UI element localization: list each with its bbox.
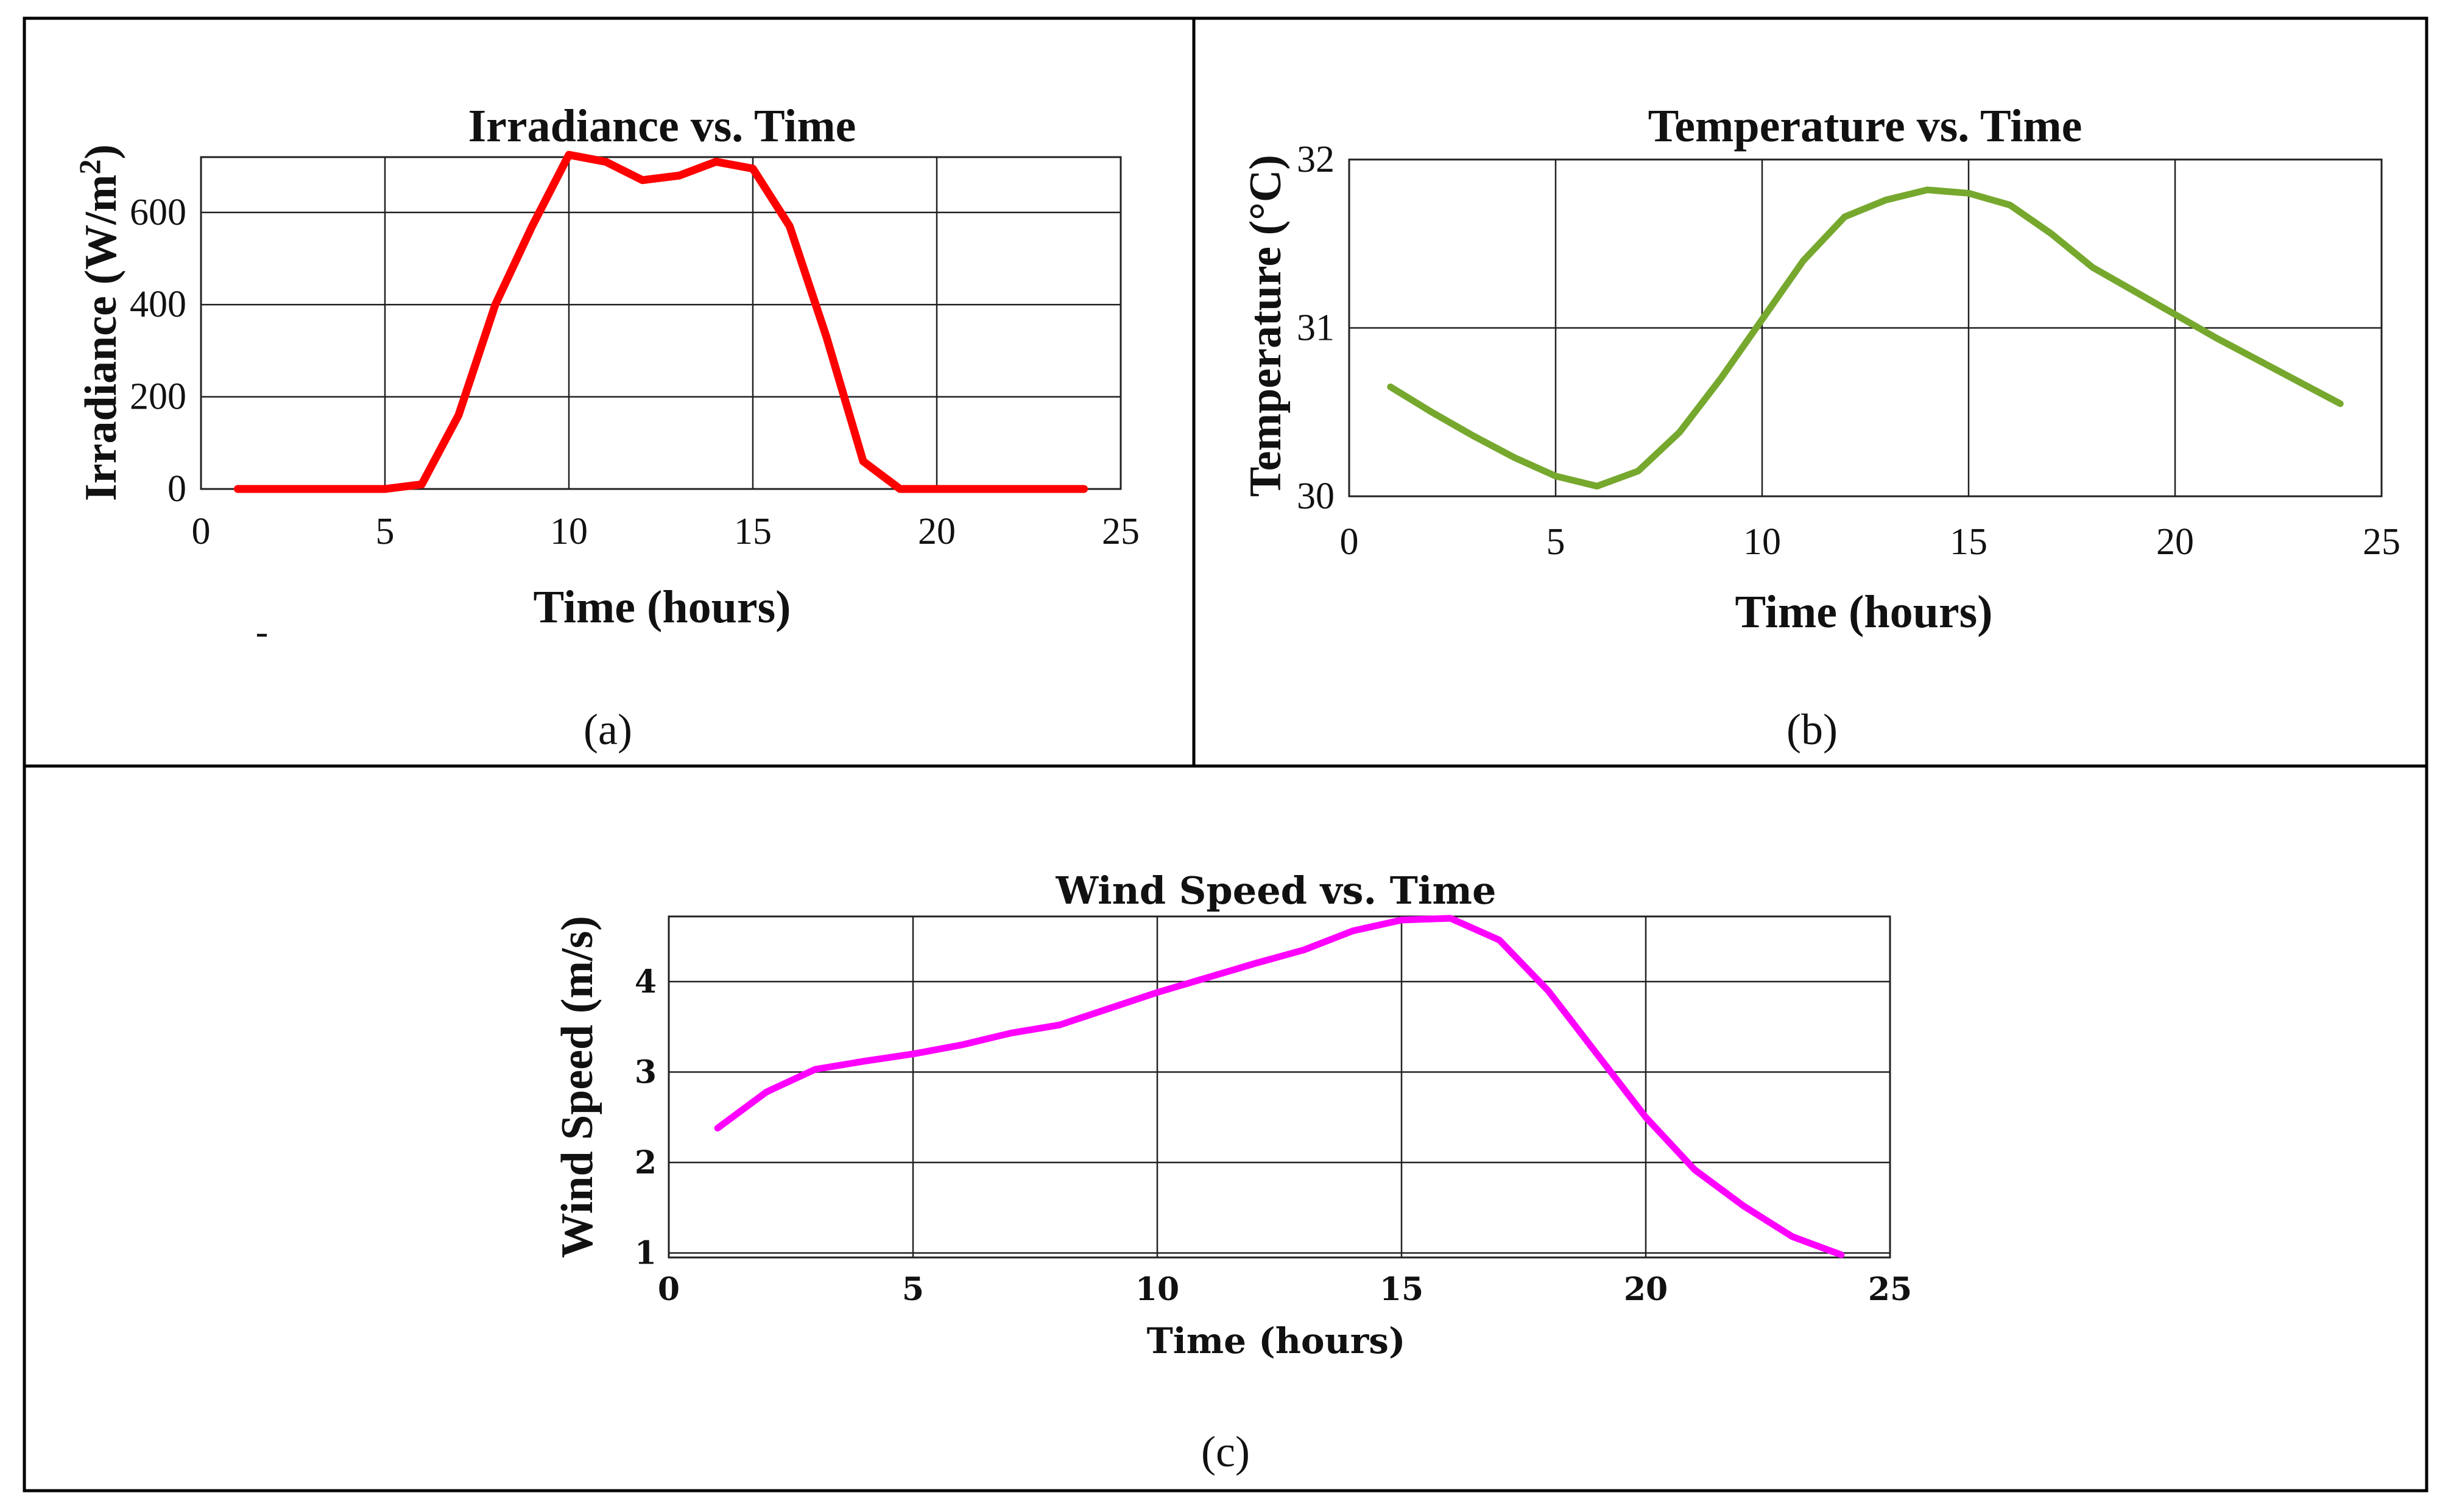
chart-c-xtick-label: 20 [1624, 1271, 1668, 1308]
chart-a-caption: (a) [584, 705, 632, 754]
wind-speed-chart: Wind Speed vs. Time 0 5 10 15 20 25 1 2 3 4 Time … [552, 868, 1912, 1476]
chart-a-xlabel: Time (hours) [534, 582, 791, 633]
chart-c-xtick-label: 0 [658, 1271, 680, 1308]
chart-a-ticks: 0 5 10 15 20 25 0 200 400 600 [130, 192, 1140, 552]
chart-b-xlabel: Time (hours) [1735, 586, 1993, 638]
chart-b-xtick-label: 15 [1950, 521, 1987, 563]
chart-b-ytick-label: 32 [1297, 139, 1335, 180]
chart-c-xtick-label: 15 [1380, 1271, 1423, 1308]
chart-c-ytick-label: 4 [635, 963, 657, 1000]
chart-c-ytick-label: 2 [635, 1144, 657, 1181]
chart-c-xtick-label: 5 [902, 1271, 924, 1308]
chart-a-title: Irradiance vs. Time [468, 100, 856, 152]
chart-a-xtick-label: 10 [550, 511, 588, 552]
chart-a-xtick-label: 25 [1102, 511, 1140, 552]
figure-outer-border [23, 16, 2428, 1493]
chart-b-xtick-label: 25 [2363, 521, 2400, 563]
chart-b-ytick-label: 30 [1297, 476, 1335, 517]
chart-c-ytick-label: 3 [635, 1053, 657, 1091]
chart-c-xtick-label: 25 [1868, 1271, 1912, 1308]
chart-a-xtick-label: 5 [376, 511, 395, 552]
chart-a-ytick-label: 400 [130, 284, 186, 325]
chart-c-gridlines [668, 916, 1891, 1257]
chart-a-stray-mark: - [256, 611, 269, 653]
chart-a-ytick-label: 0 [168, 468, 186, 510]
chart-c-title: Wind Speed vs. Time [1056, 868, 1497, 913]
chart-c-series-line [714, 915, 1845, 1258]
chart-a-ytick-label: 600 [130, 192, 186, 233]
chart-a-ytick-label: 200 [130, 376, 186, 418]
chart-c-ticks: 0 5 10 15 20 25 1 2 3 4 [635, 963, 1912, 1308]
chart-b-xtick-label: 20 [2156, 521, 2194, 563]
chart-c-ylabel: Wind Speed (m/s) [552, 916, 602, 1258]
chart-a-series [233, 150, 1088, 493]
chart-a-xtick-label: 0 [192, 511, 211, 552]
chart-a-plot-frame [200, 156, 1122, 490]
chart-b-xtick-label: 10 [1743, 521, 1781, 563]
chart-c-caption: (c) [1201, 1427, 1250, 1476]
chart-a-series-line [233, 150, 1088, 493]
chart-b-series [1387, 186, 2344, 490]
chart-b-ylabel: Temperature (°C) [1241, 155, 1291, 497]
chart-c-xlabel: Time (hours) [1147, 1320, 1406, 1362]
chart-b-ytick-label: 31 [1297, 308, 1335, 349]
chart-c-ytick-label: 1 [635, 1235, 657, 1272]
chart-b-series-line [1387, 186, 2344, 490]
chart-b-xtick-label: 5 [1546, 521, 1565, 563]
irradiance-chart: Irradiance vs. Time 0 5 10 15 20 25 0 200 400 600… [72, 100, 1140, 754]
chart-b-ticks: 0 5 10 15 20 25 30 31 32 [1297, 139, 2400, 563]
chart-b-title: Temperature vs. Time [1648, 100, 2082, 152]
chart-a-gridlines [200, 157, 1122, 490]
chart-a-ylabel: Irradiance (W/m2) [72, 144, 126, 501]
chart-b-xtick-label: 0 [1340, 521, 1359, 563]
chart-c-series [714, 915, 1845, 1258]
chart-a-xtick-label: 15 [734, 511, 772, 552]
chart-b-caption: (b) [1786, 705, 1838, 754]
chart-b-plot-frame [1348, 158, 2383, 498]
chart-c-xtick-label: 10 [1135, 1271, 1179, 1308]
chart-a-xtick-label: 20 [918, 511, 956, 552]
temperature-chart: Temperature vs. Time 0 5 10 15 20 25 30 31 32 Ti… [1241, 100, 2400, 754]
chart-c-plot-frame [668, 915, 1891, 1259]
